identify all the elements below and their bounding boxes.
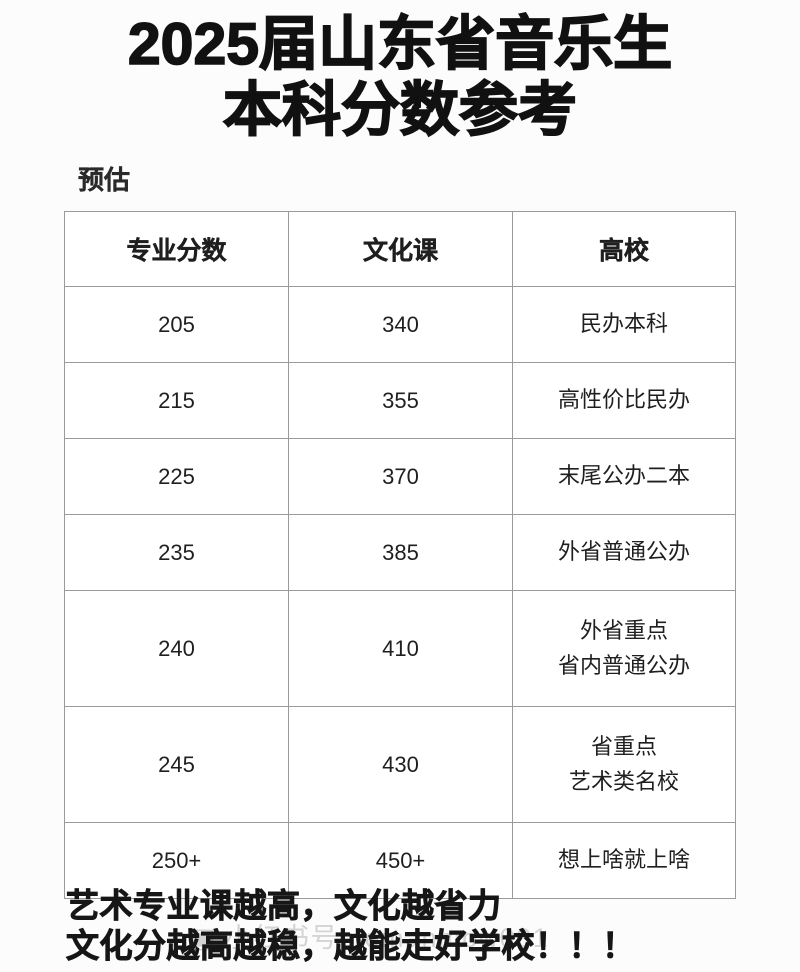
cell-major-score: 225 [64, 438, 289, 515]
cell-culture-score: 410 [288, 590, 513, 707]
cell-major-score: 215 [64, 362, 289, 439]
cell-culture-score: 340 [288, 286, 513, 363]
table-row: 240 410 外省重点 省内普通公办 [64, 590, 736, 707]
cell-culture-score: 385 [288, 514, 513, 591]
table-row: 205 340 民办本科 [64, 286, 736, 363]
column-header-culture-score: 文化课 [288, 211, 513, 287]
cell-school: 省重点 艺术类名校 [512, 706, 736, 823]
table-row: 225 370 末尾公办二本 [64, 438, 736, 515]
cell-school: 末尾公办二本 [512, 438, 736, 515]
page-title: 2025届山东省音乐生 本科分数参考 [0, 11, 800, 144]
table-row: 215 355 高性价比民办 [64, 362, 736, 439]
cell-school: 外省重点 省内普通公办 [512, 590, 736, 707]
cell-culture-score: 430 [288, 706, 513, 823]
cell-culture-score: 355 [288, 362, 513, 439]
table-row: 245 430 省重点 艺术类名校 [64, 706, 736, 823]
cell-major-score: 250+ [64, 822, 289, 899]
column-header-school: 高校 [512, 211, 736, 287]
table-header-row: 专业分数 文化课 高校 [64, 211, 736, 287]
cell-major-score: 205 [64, 286, 289, 363]
subtitle-estimate: 预估 [78, 165, 131, 195]
cell-school: 高性价比民办 [512, 362, 736, 439]
footer-line-2: 文化分越高越稳，越能走好学校！！！ [66, 927, 636, 965]
title-line-2: 本科分数参考 [222, 77, 578, 144]
cell-culture-score: 450+ [288, 822, 513, 899]
score-reference-table: 专业分数 文化课 高校 205 340 民办本科 215 355 高性价比民办 … [64, 211, 736, 899]
cell-school: 外省普通公办 [512, 514, 736, 591]
cell-school: 想上啥就上啥 [512, 822, 736, 899]
table-row: 235 385 外省普通公办 [64, 514, 736, 591]
footer-line-1: 艺术专业课越高，文化越省力 [66, 887, 502, 925]
cell-culture-score: 370 [288, 438, 513, 515]
cell-major-score: 245 [64, 706, 289, 823]
cell-major-score: 235 [64, 514, 289, 591]
cell-major-score: 240 [64, 590, 289, 707]
column-header-major-score: 专业分数 [64, 211, 289, 287]
cell-school: 民办本科 [512, 286, 736, 363]
title-line-1: 2025届山东省音乐生 [127, 11, 673, 77]
footer-note: 艺术专业课越高，文化越省力 文化分越高越稳，越能走好学校！！！ [66, 886, 786, 967]
table-row: 250+ 450+ 想上啥就上啥 [64, 822, 736, 899]
